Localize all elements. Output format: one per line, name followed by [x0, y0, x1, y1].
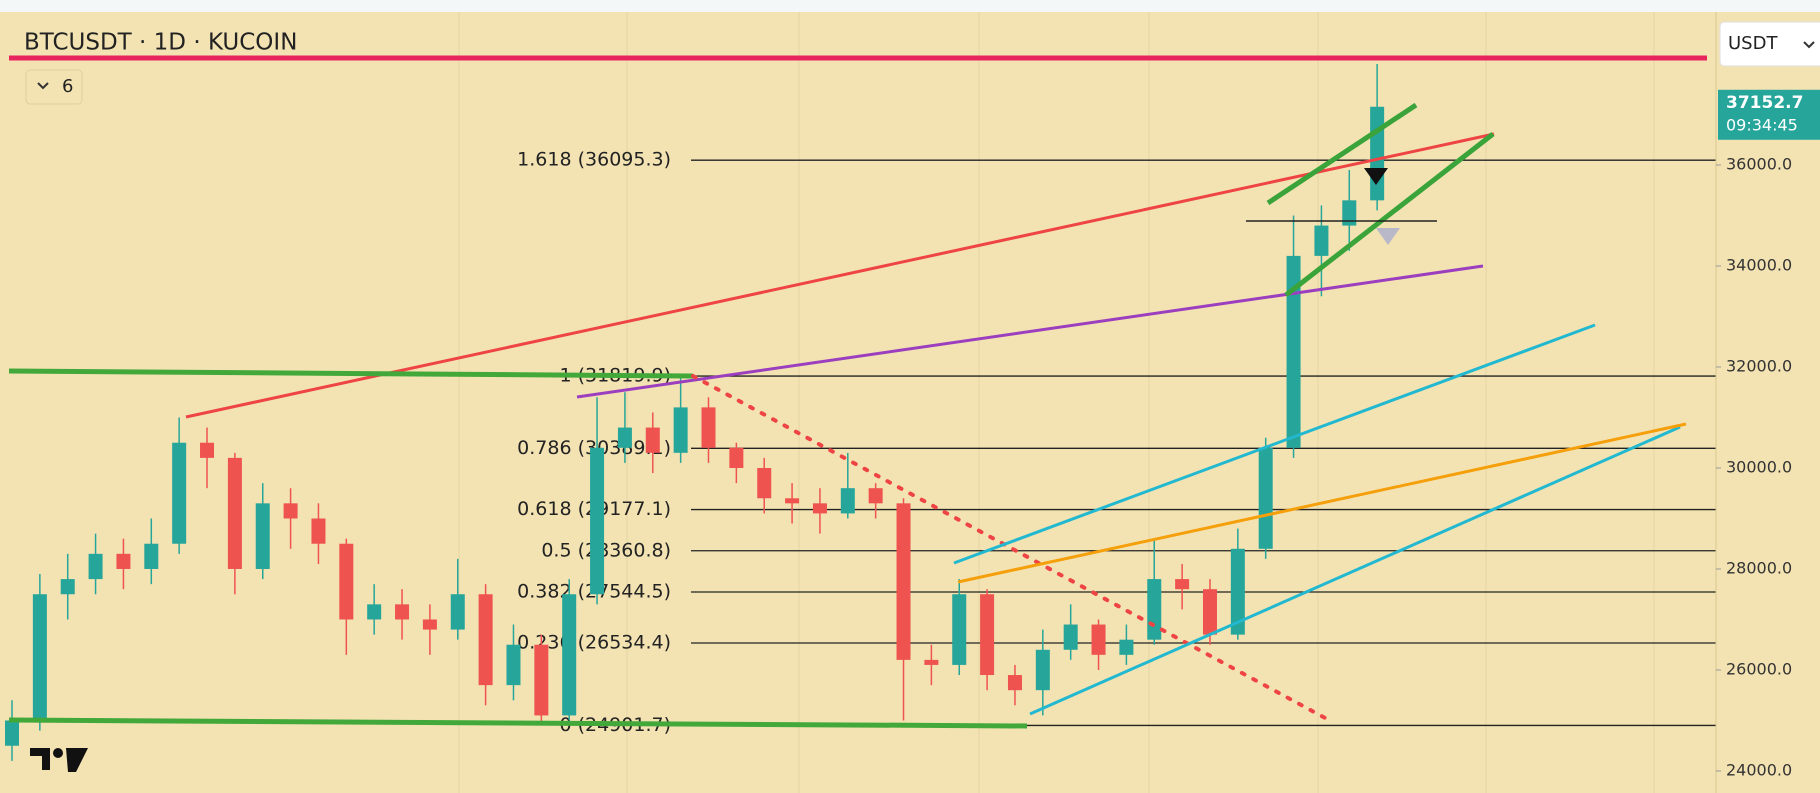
candle-body — [1063, 624, 1078, 650]
candle-body — [868, 488, 883, 504]
countdown: 09:34:45 — [1726, 115, 1798, 134]
candle-body — [1091, 624, 1106, 655]
candle-body — [617, 427, 632, 448]
candle-body — [88, 553, 103, 580]
candle-body — [729, 447, 744, 468]
candle-body — [339, 543, 354, 620]
candle-body — [1175, 579, 1190, 590]
candle-body — [1342, 200, 1357, 226]
candle-body — [562, 594, 577, 716]
symbol-title: BTCUSDT · 1D · KUCOIN — [24, 30, 297, 56]
candle-body — [757, 467, 772, 499]
candle-body — [422, 619, 437, 630]
y-tick-label: 24000.0 — [1726, 760, 1792, 779]
candle-body — [255, 503, 270, 569]
candle-body — [980, 594, 995, 676]
drawings — [8, 55, 1707, 729]
y-tick-label: 28000.0 — [1726, 558, 1792, 577]
range-bottom — [8, 717, 1028, 729]
candle-body — [645, 427, 660, 453]
fib-level-label: 1.618 (36095.3) — [517, 149, 671, 171]
candle-body — [1147, 579, 1162, 640]
event-marker — [1376, 228, 1400, 245]
y-tick-label: 30000.0 — [1726, 457, 1792, 476]
dotted-trend — [691, 374, 1329, 721]
candle-body — [812, 503, 827, 514]
trend-line — [185, 132, 1495, 419]
candle-body — [1202, 589, 1217, 635]
fib-level-label: 0.5 (28360.8) — [541, 539, 671, 561]
flag-upper — [1266, 102, 1418, 206]
candle-body — [701, 407, 716, 448]
range-top — [8, 368, 694, 379]
top-strip — [0, 0, 1820, 12]
candle-body — [673, 407, 688, 453]
last-price: 37152.7 — [1726, 93, 1803, 113]
candle-body — [1007, 675, 1022, 691]
candle-body — [924, 659, 939, 665]
candle-body — [172, 442, 187, 544]
fib-levels: 1.618 (36095.3)1 (31819.9)0.786 (30389.1… — [517, 149, 1716, 736]
candle-body — [534, 644, 549, 716]
candle-body — [144, 543, 159, 569]
y-tick-label: 32000.0 — [1726, 356, 1792, 375]
candle-body — [952, 594, 967, 665]
candle-body — [227, 457, 242, 569]
currency-select[interactable] — [1719, 21, 1820, 67]
candle-body — [1370, 106, 1385, 201]
y-tick-label: 34000.0 — [1726, 255, 1792, 274]
tv-logo — [30, 748, 88, 772]
candle-body — [395, 604, 410, 620]
candle-body — [840, 488, 855, 514]
candle-body — [1286, 255, 1301, 448]
candle-body — [896, 503, 911, 660]
currency: USDT — [1728, 33, 1778, 54]
event-marker — [1364, 168, 1388, 185]
candle-body — [1230, 548, 1245, 635]
y-tick-label: 26000.0 — [1726, 659, 1792, 678]
indicator-toggle[interactable] — [25, 69, 83, 105]
channel-upper — [953, 323, 1596, 565]
fib-level-label: 0.236 (26534.4) — [517, 631, 671, 653]
indicator-count: 6 — [62, 76, 73, 97]
flag-lower — [1284, 132, 1495, 297]
candle-body — [1314, 225, 1329, 256]
vertical-grid — [458, 12, 1655, 793]
price-tag — [1718, 89, 1820, 140]
candle-body — [1035, 649, 1050, 691]
candle-body — [506, 644, 521, 686]
channel-lower — [1029, 425, 1681, 716]
y-tick-label: 36000.0 — [1726, 154, 1792, 173]
trend-line — [957, 422, 1687, 584]
candle-body — [478, 594, 493, 686]
candle-body — [1119, 639, 1134, 655]
trend-line — [576, 264, 1484, 399]
chevron — [37, 82, 49, 90]
candle-body — [283, 503, 298, 519]
candle-body — [32, 594, 47, 721]
candles — [5, 63, 1385, 761]
candle-body — [116, 553, 131, 569]
candle-body — [1258, 447, 1273, 549]
candle-body — [590, 447, 605, 595]
candle-body — [200, 442, 215, 458]
candle-body — [311, 518, 326, 544]
candle-body — [450, 594, 465, 630]
chevron — [1803, 41, 1815, 49]
price-axis: 24000.0 26000.0 28000.0 30000.0 32000.0 34000… — [1715, 12, 1820, 793]
candle-body — [367, 604, 382, 620]
candle-body — [5, 720, 19, 746]
candle-body — [60, 579, 75, 595]
candle-body — [785, 498, 800, 504]
